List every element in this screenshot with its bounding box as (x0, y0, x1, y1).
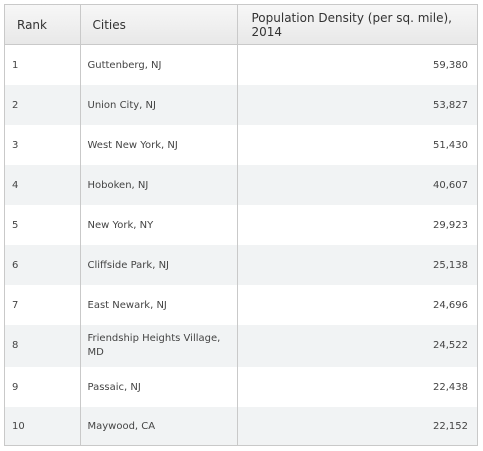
density-cell: 24,696 (237, 285, 477, 325)
density-cell: 40,607 (237, 165, 477, 205)
rank-cell: 4 (5, 165, 81, 205)
population-density-table: Rank Cities Population Density (per sq. … (4, 4, 478, 446)
density-cell: 53,827 (237, 85, 477, 125)
header-row: Rank Cities Population Density (per sq. … (5, 5, 477, 45)
table-row: 8 Friendship Heights Village, MD 24,522 (5, 325, 477, 367)
table-row: 3 West New York, NJ 51,430 (5, 125, 477, 165)
density-cell: 59,380 (237, 44, 477, 85)
city-cell: Cliffside Park, NJ (80, 245, 238, 285)
rank-cell: 5 (5, 205, 81, 245)
rank-cell: 6 (5, 245, 81, 285)
table-body: 1 Guttenberg, NJ 59,380 2 Union City, NJ… (5, 44, 477, 445)
city-cell: East Newark, NJ (80, 285, 238, 325)
city-cell: Union City, NJ (80, 85, 238, 125)
table-row: 6 Cliffside Park, NJ 25,138 (5, 245, 477, 285)
rank-cell: 10 (5, 407, 81, 445)
density-cell: 24,522 (237, 325, 477, 367)
density-cell: 29,923 (237, 205, 477, 245)
table-row: 9 Passaic, NJ 22,438 (5, 367, 477, 407)
city-cell: Passaic, NJ (80, 367, 238, 407)
table-header: Rank Cities Population Density (per sq. … (5, 5, 477, 45)
table-row: 5 New York, NY 29,923 (5, 205, 477, 245)
city-cell: Maywood, CA (80, 407, 238, 445)
city-cell: West New York, NJ (80, 125, 238, 165)
density-cell: 22,152 (237, 407, 477, 445)
city-cell: Hoboken, NJ (80, 165, 238, 205)
data-table: Rank Cities Population Density (per sq. … (5, 5, 477, 445)
city-cell: New York, NY (80, 205, 238, 245)
city-cell: Guttenberg, NJ (80, 44, 238, 85)
rank-cell: 1 (5, 44, 81, 85)
table-row: 1 Guttenberg, NJ 59,380 (5, 44, 477, 85)
table-row: 7 East Newark, NJ 24,696 (5, 285, 477, 325)
column-header-density[interactable]: Population Density (per sq. mile), 2014 (237, 5, 477, 45)
rank-cell: 2 (5, 85, 81, 125)
density-cell: 51,430 (237, 125, 477, 165)
city-cell: Friendship Heights Village, MD (80, 325, 238, 367)
rank-cell: 9 (5, 367, 81, 407)
column-header-rank[interactable]: Rank (5, 5, 81, 45)
rank-cell: 8 (5, 325, 81, 367)
density-cell: 25,138 (237, 245, 477, 285)
density-cell: 22,438 (237, 367, 477, 407)
column-header-cities[interactable]: Cities (80, 5, 238, 45)
table-row: 4 Hoboken, NJ 40,607 (5, 165, 477, 205)
rank-cell: 3 (5, 125, 81, 165)
table-row: 10 Maywood, CA 22,152 (5, 407, 477, 445)
rank-cell: 7 (5, 285, 81, 325)
table-row: 2 Union City, NJ 53,827 (5, 85, 477, 125)
